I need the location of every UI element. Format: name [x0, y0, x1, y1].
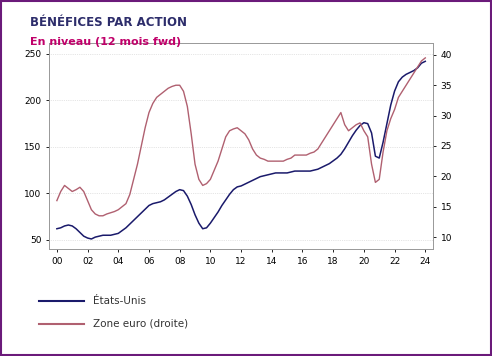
Text: Zone euro (droite): Zone euro (droite)	[93, 319, 188, 329]
Text: En niveau (12 mois fwd): En niveau (12 mois fwd)	[30, 37, 181, 47]
Text: États-Unis: États-Unis	[93, 296, 147, 306]
Text: BÉNÉFICES PAR ACTION: BÉNÉFICES PAR ACTION	[30, 16, 186, 29]
